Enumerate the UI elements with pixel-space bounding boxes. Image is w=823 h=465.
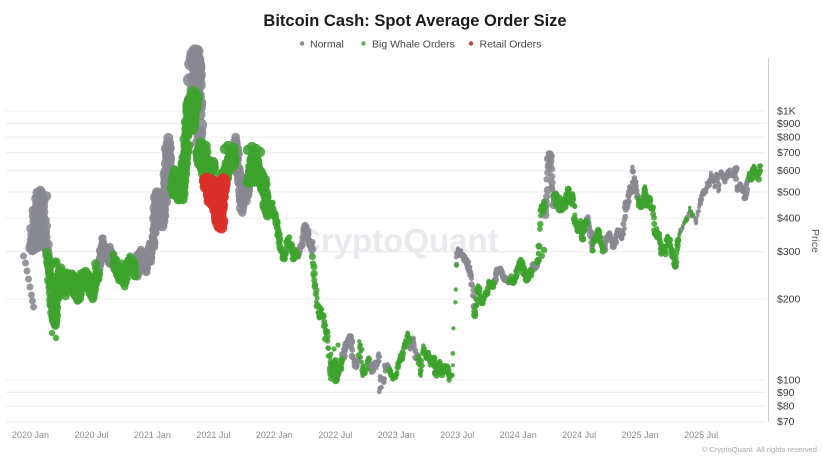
svg-text:2025 Jul: 2025 Jul: [684, 430, 718, 440]
svg-text:$400: $400: [777, 213, 801, 225]
svg-text:$80: $80: [777, 401, 795, 413]
svg-text:CryptoQuant: CryptoQuant: [297, 222, 499, 259]
svg-text:2025 Jan: 2025 Jan: [622, 430, 659, 440]
svg-text:$800: $800: [777, 132, 801, 144]
svg-text:2022 Jan: 2022 Jan: [256, 430, 293, 440]
svg-text:$100: $100: [777, 375, 801, 387]
svg-text:2021 Jan: 2021 Jan: [134, 430, 171, 440]
svg-text:2021 Jul: 2021 Jul: [196, 430, 230, 440]
svg-text:Retail Orders: Retail Orders: [480, 39, 542, 51]
svg-text:$1K: $1K: [777, 106, 796, 118]
svg-text:© CryptoQuant. All rights rese: © CryptoQuant. All rights reserved: [702, 445, 817, 454]
svg-text:$600: $600: [777, 165, 801, 177]
svg-text:2023 Jul: 2023 Jul: [440, 430, 474, 440]
svg-text:Bitcoin Cash: Spot Average Ord: Bitcoin Cash: Spot Average Order Size: [263, 12, 566, 30]
svg-text:$300: $300: [777, 246, 801, 258]
svg-text:2020 Jan: 2020 Jan: [12, 430, 49, 440]
svg-text:$90: $90: [777, 387, 795, 399]
svg-text:$200: $200: [777, 294, 801, 306]
svg-text:2024 Jan: 2024 Jan: [500, 430, 537, 440]
svg-text:2023 Jan: 2023 Jan: [378, 430, 415, 440]
svg-text:2020 Jul: 2020 Jul: [74, 430, 108, 440]
svg-text:$700: $700: [777, 147, 801, 159]
svg-text:Price: Price: [809, 229, 821, 253]
svg-text:Big Whale Orders: Big Whale Orders: [372, 39, 455, 51]
svg-text:2022 Jul: 2022 Jul: [318, 430, 352, 440]
svg-text:$900: $900: [777, 118, 801, 130]
svg-text:2024 Jul: 2024 Jul: [562, 430, 596, 440]
svg-text:$70: $70: [777, 416, 795, 428]
svg-text:$500: $500: [777, 187, 801, 199]
svg-text:Normal: Normal: [310, 39, 344, 51]
